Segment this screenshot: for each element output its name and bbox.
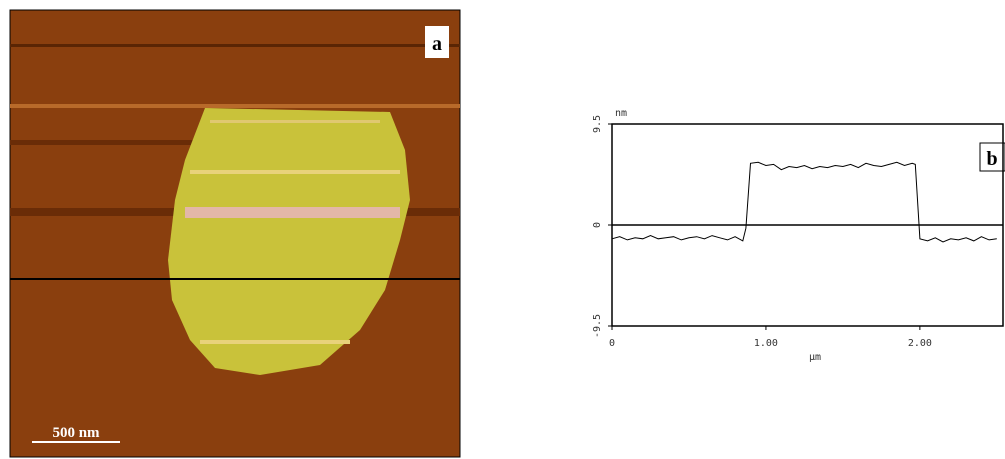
x-axis-label: μm [809, 352, 821, 363]
y-tick-label: 0 [592, 222, 603, 228]
label-box [979, 142, 1005, 172]
afm-image: a 500 nm [9, 9, 461, 458]
streak [210, 120, 380, 123]
x-tick-label: 0 [609, 338, 615, 349]
scale-bar-label: 500 nm [52, 425, 100, 441]
streak [10, 140, 210, 145]
streak [185, 207, 400, 218]
panel-label: b [986, 148, 997, 170]
y-tick-label: -9.5 [592, 314, 603, 338]
flake [168, 108, 410, 375]
panel-label: a [432, 33, 442, 55]
streak [190, 170, 400, 174]
streak [200, 340, 350, 344]
profile [611, 161, 997, 243]
x-tick-label: 2.00 [908, 338, 932, 349]
y-tick-label: 9.5 [592, 115, 603, 133]
streak [10, 104, 460, 108]
streak [10, 44, 460, 47]
y-unit: nm [615, 108, 627, 119]
x-tick-label: 1.00 [754, 338, 778, 349]
label-box [425, 26, 449, 58]
